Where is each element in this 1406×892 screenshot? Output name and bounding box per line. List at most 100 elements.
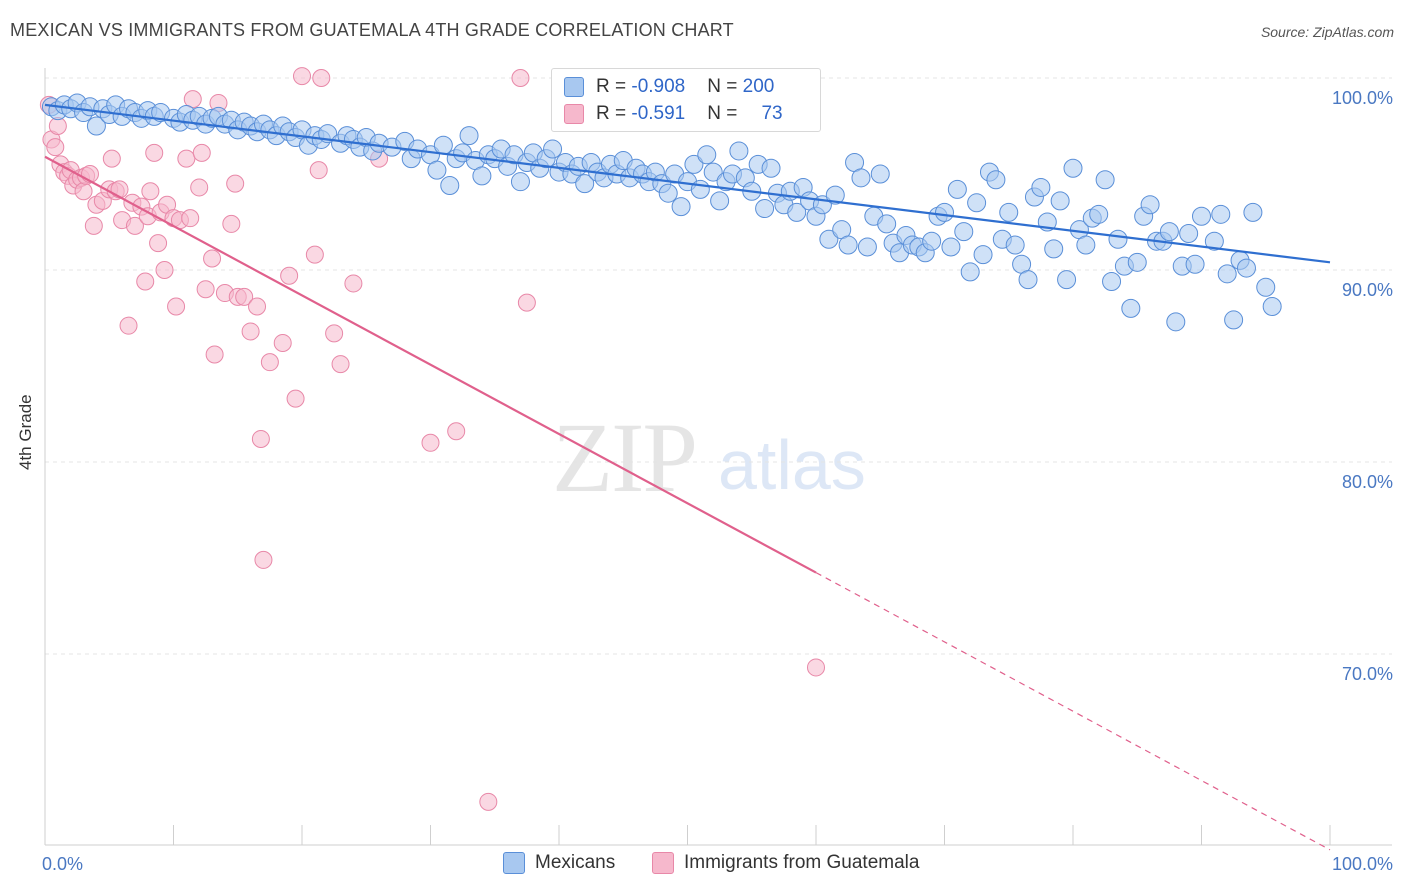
guatemala-point <box>145 143 164 162</box>
guatemala-point <box>167 297 186 316</box>
y-tick-label: 80.0% <box>1342 472 1393 492</box>
legend-swatch-pink <box>652 852 674 874</box>
guatemala-point <box>46 138 65 157</box>
mexicans-point <box>433 135 453 155</box>
mexicans-point <box>1243 202 1263 222</box>
guatemala-point <box>205 345 224 364</box>
mexicans-point <box>697 145 717 165</box>
guatemala-point <box>226 174 245 193</box>
mexicans-point <box>1050 191 1070 211</box>
mexicans-point <box>947 179 967 199</box>
mexicans-point <box>729 141 749 161</box>
guatemala-point <box>125 216 144 235</box>
mexicans-point <box>710 191 730 211</box>
guatemala-point <box>74 182 93 201</box>
trend-lines <box>44 103 1331 851</box>
guatemala-point <box>181 209 200 228</box>
mexicans-point <box>472 166 492 186</box>
legend-row-guatemala: R = -0.591 N = 73 <box>564 100 783 128</box>
guatemala-point <box>177 149 196 168</box>
mexicans-point <box>967 193 987 213</box>
mexicans-point <box>1018 270 1038 290</box>
mexicans-point <box>575 174 595 194</box>
legend-item-guatemala[interactable]: Immigrants from Guatemala <box>652 852 919 874</box>
legend-n-value: 73 <box>761 103 783 124</box>
mexicans-point <box>787 202 807 222</box>
guatemala-point <box>110 180 129 199</box>
legend-swatch-blue <box>503 852 525 874</box>
chart-title: MEXICAN VS IMMIGRANTS FROM GUATEMALA 4TH… <box>10 20 734 40</box>
mexicans-point <box>857 237 877 257</box>
legend-r-label: R = <box>596 76 632 97</box>
guatemala-point <box>305 245 324 264</box>
guatemala-point <box>235 287 254 306</box>
legend-n-value: 200 <box>742 76 775 97</box>
mexicans-point <box>1224 310 1244 330</box>
mexicans-point <box>941 237 961 257</box>
guatemala-point <box>192 143 211 162</box>
x-tick-label: 0.0% <box>42 854 83 874</box>
mexicans-trend-line <box>44 103 1331 264</box>
mexicans-point <box>838 235 858 255</box>
mexicans-point <box>690 179 710 199</box>
guatemala-point <box>344 274 363 293</box>
watermark-atlas: atlas <box>718 426 866 504</box>
mexicans-point <box>1179 224 1199 244</box>
mexicans-point <box>1102 272 1122 292</box>
legend-item-mexicans[interactable]: Mexicans <box>503 852 615 874</box>
y-tick-label: 70.0% <box>1342 664 1393 684</box>
guatemala-trend-extension <box>815 572 1331 851</box>
legend-r-label: R = <box>596 103 632 124</box>
tick-labels: 100.0% 90.0% 80.0% 70.0% 0.0% 100.0% <box>42 88 1393 874</box>
y-axis-label: 4th Grade <box>16 394 35 470</box>
watermark-zip: ZIP <box>552 402 698 513</box>
mexicans-point <box>870 164 890 184</box>
mexicans-point <box>1044 239 1064 259</box>
guatemala-point <box>196 280 215 299</box>
mexicans-point <box>1262 296 1282 316</box>
mexicans-point <box>761 158 781 178</box>
guatemala-point <box>807 658 825 677</box>
mexicans-point <box>658 183 678 203</box>
mexicans-point <box>427 160 447 180</box>
mexicans-point <box>1159 222 1179 242</box>
source-note: Source: ZipAtlas.com <box>1260 24 1394 40</box>
correlation-legend: R = -0.908 N = 200 R = -0.591 N = 73 <box>551 68 821 132</box>
series-legend: Mexicans Immigrants from Guatemala <box>0 852 1406 878</box>
mexicans-point <box>960 262 980 282</box>
mexicans-point <box>671 197 691 217</box>
mexicans-point <box>973 245 993 265</box>
guatemala-point <box>251 429 270 448</box>
mexicans-point <box>1166 312 1186 332</box>
legend-label-guatemala: Immigrants from Guatemala <box>684 852 920 873</box>
guatemala-points <box>39 67 825 811</box>
legend-r-value: -0.908 <box>631 76 686 97</box>
mexicans-point <box>459 126 479 146</box>
mexicans-point <box>922 231 942 251</box>
guatemala-point <box>241 322 260 341</box>
mexicans-point <box>703 162 723 182</box>
guatemala-point <box>254 550 273 569</box>
mexicans-point <box>510 172 530 192</box>
mexicans-point <box>1256 277 1276 297</box>
mexicans-point <box>1063 158 1083 178</box>
mexicans-point <box>1031 177 1051 197</box>
mexicans-point <box>825 185 845 205</box>
mexicans-point <box>1108 229 1128 249</box>
mexicans-point <box>1204 231 1224 251</box>
guatemala-point <box>260 353 279 372</box>
mexicans-point <box>1076 235 1096 255</box>
y-tick-label: 100.0% <box>1332 88 1393 108</box>
guatemala-point <box>222 214 241 233</box>
guatemala-trend-line <box>44 155 817 574</box>
x-tick-label: 100.0% <box>1332 854 1393 874</box>
guatemala-point <box>511 69 530 87</box>
mexicans-point <box>986 170 1006 190</box>
mexicans-point <box>1211 204 1231 224</box>
mexicans-point <box>1127 252 1147 272</box>
mexicans-point <box>1140 195 1160 215</box>
mexicans-point <box>877 214 897 234</box>
guatemala-point <box>280 266 299 285</box>
guatemala-point <box>325 324 344 343</box>
